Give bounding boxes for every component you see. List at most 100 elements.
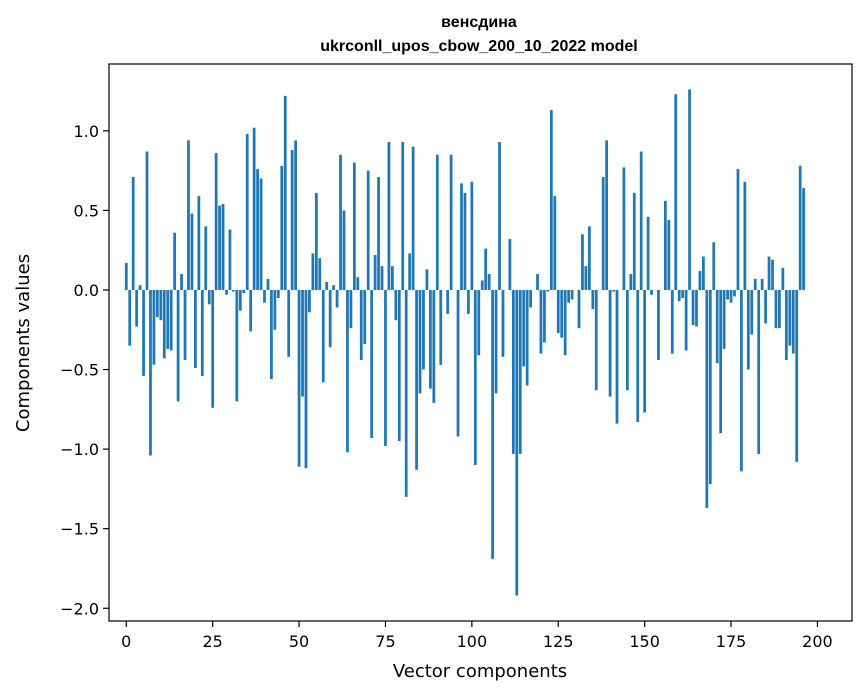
bar-49 <box>294 140 297 290</box>
bar-0 <box>124 262 128 290</box>
bar-149 <box>639 151 643 290</box>
bar-27 <box>218 205 221 290</box>
bar-169 <box>708 289 712 485</box>
bar-90 <box>435 154 439 290</box>
bar-33 <box>238 289 242 311</box>
y-tick-label: −1.0 <box>60 440 99 459</box>
chart-title-line2: ukrconll_upos_cbow_200_10_2022 model <box>320 38 637 55</box>
bar-114 <box>518 289 522 454</box>
bar-181 <box>750 289 754 335</box>
bar-103 <box>480 280 484 290</box>
bar-94 <box>449 154 453 290</box>
bar-42 <box>270 289 273 380</box>
bar-164 <box>691 289 695 325</box>
x-tick-label: 50 <box>289 632 309 651</box>
x-tick-label: 150 <box>629 632 660 651</box>
bar-2 <box>131 176 135 290</box>
bar-19 <box>190 213 194 290</box>
bar-96 <box>456 289 460 437</box>
bar-44 <box>276 289 280 298</box>
bar-91 <box>439 289 443 365</box>
bar-54 <box>311 253 315 290</box>
bar-124 <box>553 196 557 290</box>
bar-188 <box>774 289 778 329</box>
bar-9 <box>156 289 159 318</box>
bar-18 <box>187 140 190 290</box>
bar-24 <box>207 289 211 305</box>
bar-23 <box>204 226 208 290</box>
bar-80 <box>401 141 405 290</box>
bar-8 <box>152 289 156 365</box>
y-tick-label: −2.0 <box>60 599 99 618</box>
bar-117 <box>529 289 532 308</box>
bar-86 <box>422 289 425 370</box>
bar-168 <box>705 289 709 509</box>
bar-3 <box>135 289 139 327</box>
bar-187 <box>771 259 774 290</box>
bar-107 <box>494 289 498 394</box>
bar-39 <box>259 178 263 290</box>
bar-125 <box>556 289 560 333</box>
bar-29 <box>225 289 228 295</box>
bar-60 <box>332 285 336 290</box>
bar-140 <box>608 289 612 397</box>
bar-132 <box>581 234 584 290</box>
bar-138 <box>601 176 605 290</box>
bar-22 <box>200 289 204 376</box>
bar-97 <box>460 183 463 290</box>
bars-group <box>124 89 805 596</box>
bar-83 <box>411 146 415 290</box>
bar-136 <box>594 289 598 391</box>
bar-77 <box>390 266 394 290</box>
plot-area-frame <box>108 63 853 622</box>
bar-163 <box>688 89 691 290</box>
bar-75 <box>384 289 387 446</box>
bar-35 <box>245 134 249 290</box>
x-tick-label: 125 <box>543 632 574 651</box>
bar-87 <box>425 269 429 290</box>
bar-133 <box>584 266 588 290</box>
bar-56 <box>318 258 322 290</box>
bar-178 <box>740 289 743 472</box>
x-axis-label: Vector components <box>393 661 567 682</box>
bar-16 <box>180 274 183 290</box>
bar-26 <box>214 153 218 290</box>
bar-126 <box>560 289 564 338</box>
bar-85 <box>418 289 422 394</box>
bar-108 <box>498 141 501 290</box>
bar-13 <box>169 289 173 351</box>
bar-78 <box>394 289 398 321</box>
bar-152 <box>650 289 653 295</box>
y-tick-label: −1.5 <box>60 520 99 539</box>
bar-193 <box>791 289 795 354</box>
bar-68 <box>359 289 363 360</box>
bar-174 <box>726 289 729 300</box>
bar-183 <box>757 289 761 454</box>
bar-144 <box>622 167 626 290</box>
x-ticks-group: 0 25 50 75 100 125 150 175 200 <box>121 621 833 651</box>
bar-159 <box>674 94 678 290</box>
bar-38 <box>256 169 259 290</box>
bar-84 <box>415 289 418 470</box>
bar-171 <box>715 289 719 364</box>
bar-151 <box>646 216 650 290</box>
bar-162 <box>684 289 688 351</box>
bar-48 <box>290 149 294 290</box>
y-tick-label: −0.5 <box>60 361 99 380</box>
bar-101 <box>473 289 477 466</box>
bar-156 <box>664 200 667 290</box>
bar-43 <box>273 289 277 330</box>
bar-157 <box>667 219 671 290</box>
bar-175 <box>729 289 733 303</box>
bar-59 <box>328 289 332 348</box>
bar-32 <box>235 289 239 402</box>
bar-128 <box>567 289 570 303</box>
bar-45 <box>280 165 284 290</box>
bar-142 <box>615 289 619 424</box>
bar-167 <box>702 256 705 290</box>
bar-51 <box>301 289 304 397</box>
bar-112 <box>511 289 515 454</box>
bar-100 <box>470 181 474 290</box>
bar-161 <box>681 289 685 298</box>
bar-186 <box>767 256 771 290</box>
